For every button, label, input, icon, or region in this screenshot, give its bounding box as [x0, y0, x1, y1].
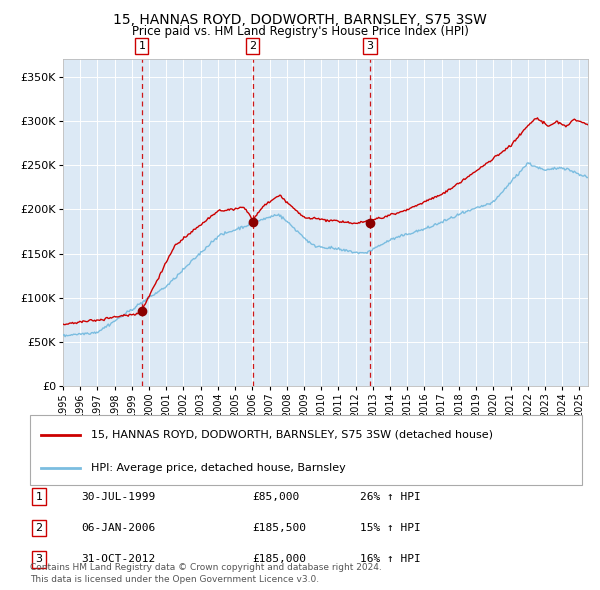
Text: Contains HM Land Registry data © Crown copyright and database right 2024.: Contains HM Land Registry data © Crown c…	[30, 563, 382, 572]
Text: £185,500: £185,500	[252, 523, 306, 533]
Text: 1: 1	[35, 492, 43, 502]
Text: 15, HANNAS ROYD, DODWORTH, BARNSLEY, S75 3SW: 15, HANNAS ROYD, DODWORTH, BARNSLEY, S75…	[113, 13, 487, 27]
Text: 3: 3	[367, 41, 373, 51]
Text: 26% ↑ HPI: 26% ↑ HPI	[360, 492, 421, 502]
Text: 16% ↑ HPI: 16% ↑ HPI	[360, 555, 421, 564]
Text: 06-JAN-2006: 06-JAN-2006	[81, 523, 155, 533]
Text: 15, HANNAS ROYD, DODWORTH, BARNSLEY, S75 3SW (detached house): 15, HANNAS ROYD, DODWORTH, BARNSLEY, S75…	[91, 430, 493, 440]
Text: 3: 3	[35, 555, 43, 564]
Text: 2: 2	[35, 523, 43, 533]
Text: HPI: Average price, detached house, Barnsley: HPI: Average price, detached house, Barn…	[91, 463, 346, 473]
Text: 1: 1	[139, 41, 145, 51]
Text: Price paid vs. HM Land Registry's House Price Index (HPI): Price paid vs. HM Land Registry's House …	[131, 25, 469, 38]
Text: This data is licensed under the Open Government Licence v3.0.: This data is licensed under the Open Gov…	[30, 575, 319, 584]
Text: £85,000: £85,000	[252, 492, 299, 502]
Text: 15% ↑ HPI: 15% ↑ HPI	[360, 523, 421, 533]
Text: £185,000: £185,000	[252, 555, 306, 564]
Text: 31-OCT-2012: 31-OCT-2012	[81, 555, 155, 564]
Text: 2: 2	[249, 41, 256, 51]
Text: 30-JUL-1999: 30-JUL-1999	[81, 492, 155, 502]
